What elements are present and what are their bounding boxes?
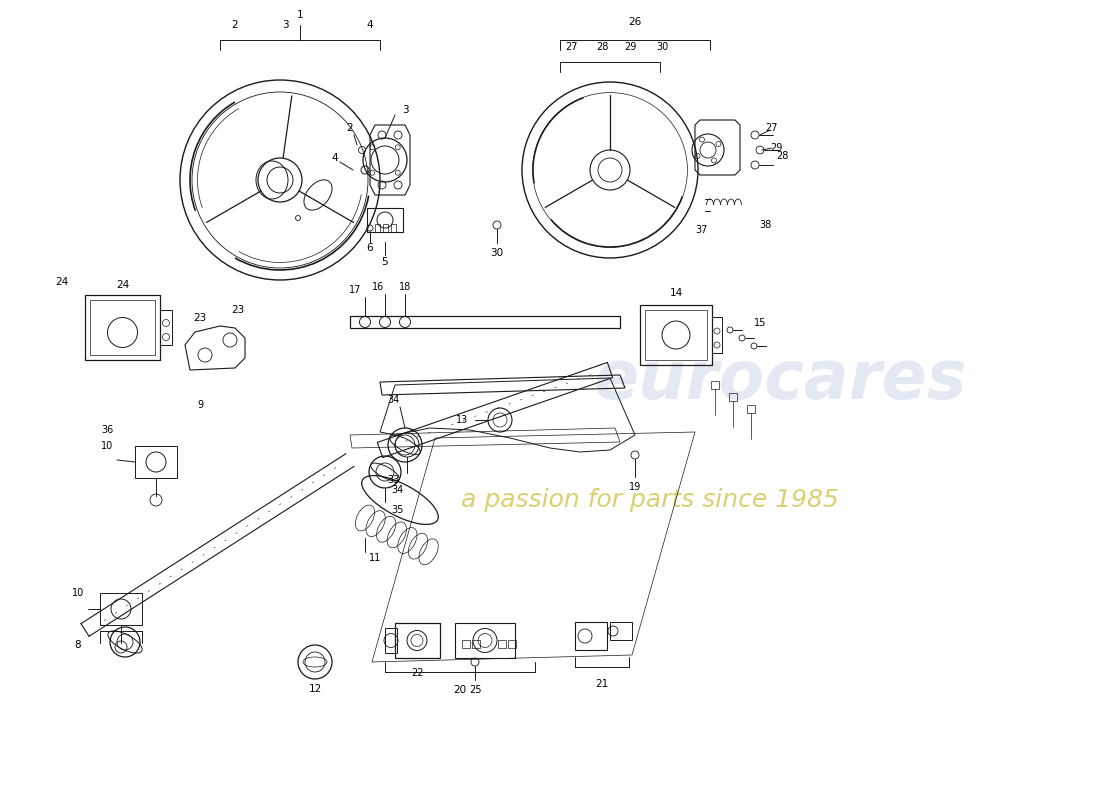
Text: 19: 19 bbox=[629, 482, 641, 492]
Text: 29: 29 bbox=[624, 42, 636, 52]
Text: 37: 37 bbox=[696, 225, 708, 235]
Text: 4: 4 bbox=[332, 153, 339, 163]
Text: 21: 21 bbox=[595, 679, 608, 689]
Text: 28: 28 bbox=[776, 151, 789, 161]
Text: 3: 3 bbox=[402, 105, 408, 115]
Bar bbox=[498, 640, 506, 648]
Bar bbox=[711, 381, 719, 389]
Text: 24: 24 bbox=[55, 277, 68, 287]
Bar bbox=[712, 317, 722, 353]
Text: 30: 30 bbox=[491, 248, 504, 258]
Text: 11: 11 bbox=[368, 553, 381, 563]
Bar bbox=[390, 224, 396, 232]
Bar bbox=[610, 622, 632, 640]
Text: 38: 38 bbox=[759, 220, 771, 230]
Bar bbox=[350, 316, 620, 328]
Text: 1: 1 bbox=[297, 10, 304, 20]
Text: 23: 23 bbox=[194, 313, 207, 323]
Text: 33: 33 bbox=[387, 475, 399, 485]
Text: 10: 10 bbox=[101, 441, 113, 451]
Text: 30: 30 bbox=[656, 42, 668, 52]
Text: 34: 34 bbox=[387, 395, 399, 405]
Text: 16: 16 bbox=[372, 282, 384, 292]
Bar bbox=[462, 640, 470, 648]
Text: 8: 8 bbox=[75, 640, 81, 650]
Text: 2: 2 bbox=[232, 20, 239, 30]
Bar bbox=[395, 623, 440, 658]
Text: eurocares: eurocares bbox=[593, 347, 967, 413]
Bar bbox=[645, 310, 707, 360]
Bar bbox=[90, 300, 155, 355]
Text: 14: 14 bbox=[670, 288, 683, 298]
Text: 34: 34 bbox=[390, 485, 403, 495]
Text: 9: 9 bbox=[197, 400, 204, 410]
Bar bbox=[472, 640, 480, 648]
Bar bbox=[100, 593, 142, 625]
Text: 35: 35 bbox=[390, 505, 404, 515]
Bar bbox=[385, 628, 397, 653]
Text: 28: 28 bbox=[596, 42, 608, 52]
Text: 25: 25 bbox=[469, 685, 482, 695]
Bar bbox=[455, 623, 515, 658]
Text: 13: 13 bbox=[455, 415, 469, 425]
Text: 2: 2 bbox=[346, 123, 353, 133]
Bar bbox=[575, 622, 607, 650]
Bar bbox=[729, 393, 737, 401]
Text: 29: 29 bbox=[770, 143, 782, 153]
Text: 23: 23 bbox=[231, 305, 244, 315]
Text: 17: 17 bbox=[349, 285, 361, 295]
Text: 5: 5 bbox=[382, 257, 388, 267]
Text: 22: 22 bbox=[410, 668, 424, 678]
Bar bbox=[747, 405, 755, 413]
Bar bbox=[160, 310, 172, 345]
Text: 12: 12 bbox=[308, 684, 321, 694]
Text: 27: 27 bbox=[565, 42, 579, 52]
Text: 3: 3 bbox=[282, 20, 288, 30]
Bar bbox=[508, 640, 516, 648]
Bar bbox=[135, 446, 177, 478]
Bar bbox=[85, 295, 160, 360]
Text: 24: 24 bbox=[116, 280, 129, 290]
Text: 18: 18 bbox=[399, 282, 411, 292]
Text: 26: 26 bbox=[628, 17, 641, 27]
Text: 10: 10 bbox=[72, 588, 84, 598]
Text: 4: 4 bbox=[366, 20, 373, 30]
Bar bbox=[374, 224, 379, 232]
Text: 15: 15 bbox=[754, 318, 767, 328]
Bar bbox=[367, 208, 403, 232]
Text: 27: 27 bbox=[766, 123, 779, 133]
Text: 36: 36 bbox=[101, 425, 113, 435]
Bar bbox=[640, 305, 712, 365]
Text: 6: 6 bbox=[366, 243, 373, 253]
Text: 20: 20 bbox=[453, 685, 466, 695]
Bar bbox=[383, 224, 387, 232]
Text: a passion for parts since 1985: a passion for parts since 1985 bbox=[461, 488, 839, 512]
